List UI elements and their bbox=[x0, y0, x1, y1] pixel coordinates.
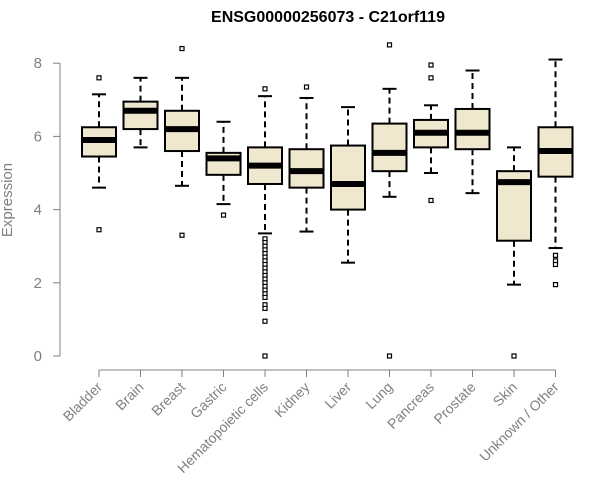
outlier-point bbox=[386, 353, 393, 359]
outlier-point bbox=[179, 45, 185, 52]
box-prostate bbox=[454, 69, 491, 195]
x-tick-label: Bladder bbox=[60, 379, 106, 425]
outlier-point bbox=[428, 75, 434, 81]
x-tick-label: Breast bbox=[148, 379, 188, 419]
y-tick-label: 8 bbox=[34, 55, 42, 72]
x-tick-label: Liver bbox=[321, 379, 354, 412]
box-skin bbox=[496, 146, 532, 359]
outlier-point bbox=[262, 294, 268, 301]
x-tick-label: Unknown / Other bbox=[476, 379, 562, 465]
outlier-point bbox=[428, 62, 434, 68]
box-liver bbox=[330, 106, 366, 264]
y-tick-label: 6 bbox=[34, 128, 42, 145]
outlier-point bbox=[428, 197, 434, 204]
x-tick-label: Brain bbox=[112, 379, 146, 413]
iqr-box bbox=[454, 107, 491, 151]
outlier-point bbox=[262, 353, 268, 359]
box-hematopoietic-cells bbox=[247, 86, 283, 359]
outlier-point bbox=[96, 227, 102, 233]
outlier-point bbox=[96, 75, 102, 81]
iqr-box bbox=[371, 122, 408, 173]
outlier-point bbox=[386, 42, 393, 48]
y-tick-label: 2 bbox=[34, 275, 42, 292]
y-tick-label: 0 bbox=[34, 348, 42, 365]
x-tick-label: Prostate bbox=[430, 379, 478, 427]
y-axis: 0 2 4 6 8 bbox=[34, 55, 61, 365]
outlier-point bbox=[220, 212, 227, 218]
x-tick-label: Kidney bbox=[271, 379, 313, 421]
outlier-point bbox=[552, 252, 559, 258]
y-tick-label: 4 bbox=[34, 202, 42, 219]
iqr-box bbox=[330, 144, 366, 211]
box-bladder bbox=[81, 75, 117, 233]
box-unknown-other bbox=[537, 58, 574, 288]
plot-area bbox=[81, 42, 574, 359]
box-breast bbox=[164, 45, 200, 238]
outlier-point bbox=[552, 261, 559, 268]
outlier-point bbox=[511, 353, 517, 359]
outlier-point bbox=[262, 318, 268, 324]
outlier-point bbox=[262, 305, 268, 312]
x-tick-label: Skin bbox=[490, 379, 521, 410]
box-lung bbox=[371, 42, 408, 359]
y-axis-label: Expression bbox=[0, 163, 16, 237]
outlier-point bbox=[303, 84, 310, 90]
chart-title: ENSG00000256073 - C21orf119 bbox=[211, 9, 445, 26]
box-pancreas bbox=[413, 62, 449, 204]
outlier-point bbox=[179, 232, 185, 238]
box-gastric bbox=[205, 120, 242, 218]
x-tick-label: Lung bbox=[362, 379, 395, 412]
outlier-point bbox=[262, 86, 268, 92]
iqr-box bbox=[122, 100, 159, 131]
box-kidney bbox=[288, 84, 325, 233]
box-brain bbox=[122, 76, 159, 149]
outlier-point bbox=[552, 282, 559, 288]
